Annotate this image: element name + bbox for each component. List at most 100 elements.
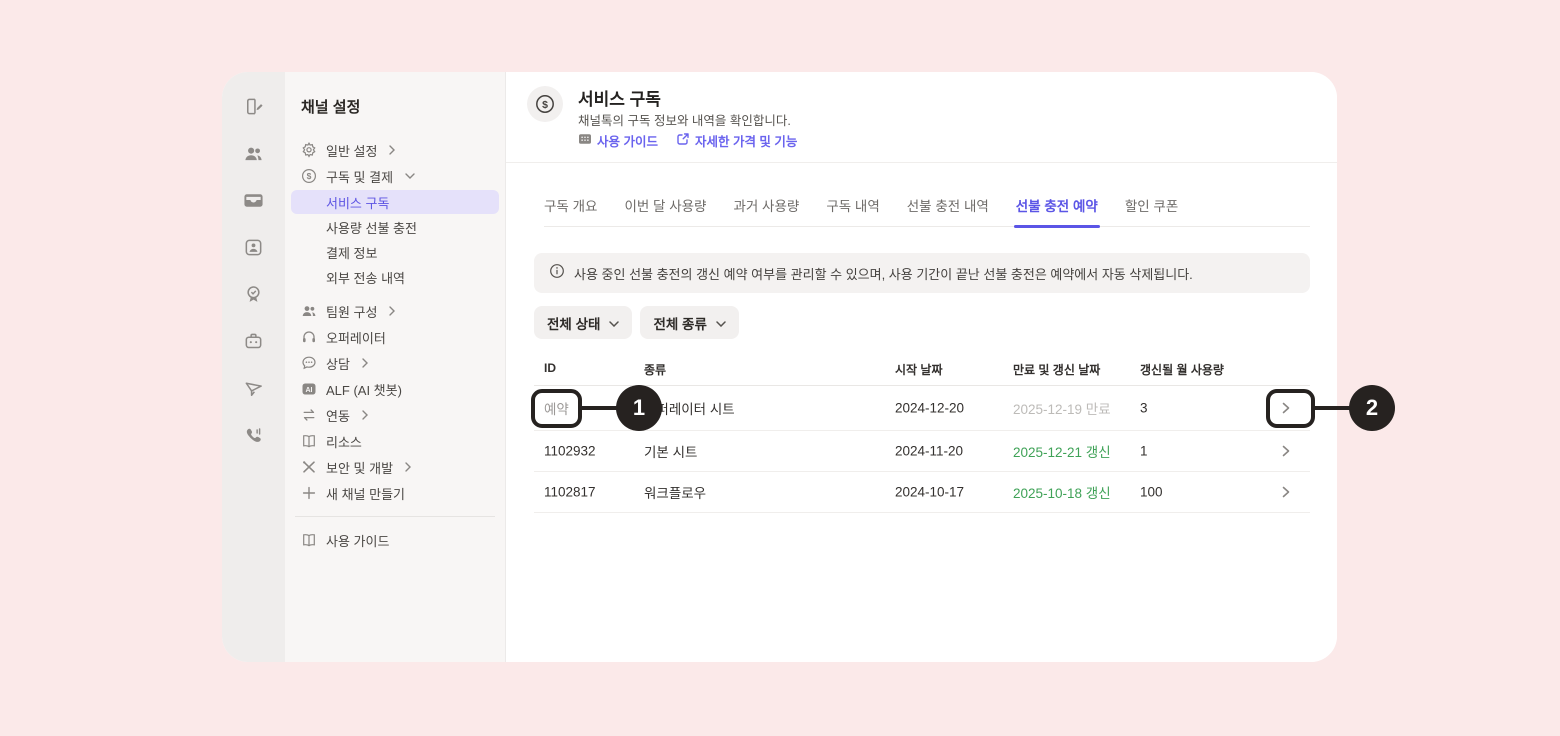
row-id: 1102817 [544, 484, 596, 500]
nav-label: 팀원 구성 [326, 304, 378, 320]
svg-text:AI: AI [306, 387, 313, 394]
phone-icon[interactable] [243, 425, 264, 446]
nav-title: 채널 설정 [301, 99, 361, 116]
row-id: 1102932 [544, 443, 596, 459]
chevron-right-icon [362, 358, 368, 368]
nav-label: 연동 [326, 408, 350, 424]
nav-item-service-subscription[interactable]: 서비스 구독 [291, 190, 499, 214]
nav-item-integrations[interactable]: 연동 [291, 402, 499, 428]
nav-label: 구독 및 결제 [326, 169, 394, 185]
nav-label: 사용 가이드 [326, 533, 390, 549]
nav-item-subscription-billing[interactable]: $ 구독 및 결제 [291, 163, 499, 189]
svg-text:$: $ [307, 171, 312, 181]
col-monthly-usage: 갱신될 월 사용량 [1140, 363, 1224, 377]
badge-check-icon[interactable] [243, 284, 264, 305]
book-icon [301, 532, 317, 548]
filter-label: 전체 상태 [547, 316, 601, 332]
pricing-features-link[interactable]: 자세한 가격 및 기능 [676, 131, 797, 150]
icon-rail [222, 72, 285, 662]
inbox-icon[interactable] [243, 190, 264, 211]
nav-item-chat[interactable]: 상담 [291, 350, 499, 376]
col-renewal-date: 만료 및 갱신 날짜 [1013, 363, 1101, 377]
app-window: 채널 설정 일반 설정 $ 구독 및 결제 서비스 구독 사용량 선불 충전 결… [222, 72, 1337, 662]
channel-settings-icon[interactable] [243, 96, 264, 117]
plus-icon [301, 485, 317, 501]
link-label: 자세한 가격 및 기능 [694, 135, 798, 149]
tab-subscription-overview[interactable]: 구독 개요 [544, 199, 598, 214]
nav-label: 일반 설정 [326, 143, 378, 159]
guide-icon [578, 132, 592, 149]
info-banner: 사용 중인 선불 충전의 갱신 예약 여부를 관리할 수 있으며, 사용 기간이… [534, 253, 1310, 293]
nav-label: 새 채널 만들기 [326, 486, 405, 502]
tab-prepaid-reservation[interactable]: 선불 충전 예약 [1013, 184, 1100, 228]
nav-item-security-dev[interactable]: 보안 및 개발 [291, 454, 499, 480]
annotation-number: 1 [632, 395, 646, 420]
table-row[interactable]: 예약 오퍼레이터 시트 2024-12-20 2025-12-19 만료 3 [534, 386, 1310, 431]
nav-item-general-settings[interactable]: 일반 설정 [291, 137, 499, 163]
nav-label: 오퍼레이터 [326, 330, 386, 346]
subscription-dollar-icon: $ [527, 86, 563, 122]
table-row[interactable]: 1102817 워크플로우 2024-10-17 2025-10-18 갱신 1… [534, 472, 1310, 513]
table-row[interactable]: 1102932 기본 시트 2024-11-20 2025-12-21 갱신 1 [534, 431, 1310, 472]
row-type: 워크플로우 [644, 486, 707, 501]
nav-label: 결제 정보 [326, 245, 378, 261]
nav-label: 서비스 구독 [326, 195, 390, 211]
nav-label: 사용량 선불 충전 [326, 220, 417, 236]
link-label: 사용 가이드 [597, 135, 658, 149]
table-header-row: ID 종류 시작 날짜 만료 및 갱신 날짜 갱신될 월 사용량 [534, 355, 1310, 386]
row-start-date: 2024-10-17 [895, 484, 965, 500]
tab-discount-coupon[interactable]: 할인 쿠폰 [1124, 199, 1179, 214]
nav-item-new-channel[interactable]: 새 채널 만들기 [291, 480, 499, 506]
paper-plane-icon[interactable] [243, 378, 264, 399]
status-filter-dropdown[interactable]: 전체 상태 [534, 306, 633, 339]
tab-prepaid-history[interactable]: 선불 충전 내역 [906, 199, 989, 214]
nav-item-team-members[interactable]: 팀원 구성 [291, 298, 499, 324]
settings-nav: 채널 설정 일반 설정 $ 구독 및 결제 서비스 구독 사용량 선불 충전 결… [285, 72, 506, 662]
nav-item-resources[interactable]: 리소스 [291, 428, 499, 454]
row-chevron-button[interactable] [1276, 482, 1296, 502]
nav-item-usage-prepaid[interactable]: 사용량 선불 충전 [291, 215, 499, 239]
row-usage: 100 [1140, 484, 1163, 500]
svg-text:$: $ [542, 99, 548, 111]
col-type: 종류 [644, 363, 667, 377]
chevron-right-icon [389, 306, 396, 316]
chevron-right-icon [389, 145, 396, 155]
annotation-line-2 [1313, 406, 1351, 410]
usage-guide-link[interactable]: 사용 가이드 [578, 131, 658, 150]
annotation-box-2 [1266, 389, 1315, 428]
row-renewal-date: 2025-12-21 갱신 [1013, 445, 1111, 460]
row-start-date: 2024-12-20 [895, 400, 965, 416]
row-usage: 1 [1140, 443, 1148, 459]
chevron-down-icon [405, 173, 415, 179]
nav-label: 리소스 [326, 434, 362, 450]
main-content: $ 서비스 구독 채널톡의 구독 정보와 내역을 확인합니다. 사용 가이드 자… [506, 72, 1337, 662]
row-type: 오퍼레이터 시트 [644, 402, 735, 417]
tab-subscription-history[interactable]: 구독 내역 [826, 199, 880, 214]
team-icon[interactable] [243, 143, 264, 164]
annotation-line-1 [580, 406, 618, 410]
annotation-circle-1: 1 [616, 385, 662, 431]
tools-icon [301, 459, 317, 475]
nav-item-external-transfer[interactable]: 외부 전송 내역 [291, 265, 499, 289]
nav-item-operator[interactable]: 오퍼레이터 [291, 324, 499, 350]
nav-item-user-guide[interactable]: 사용 가이드 [291, 527, 499, 553]
nav-item-alf-ai-chatbot[interactable]: AI ALF (AI 챗봇) [291, 376, 499, 402]
bot-icon[interactable] [243, 331, 264, 352]
headset-icon [301, 329, 317, 345]
row-chevron-button[interactable] [1276, 441, 1296, 461]
tab-current-month-usage[interactable]: 이번 달 사용량 [624, 199, 707, 214]
nav-item-payment-info[interactable]: 결제 정보 [291, 240, 499, 264]
row-renewal-date: 2025-12-19 만료 [1013, 402, 1111, 417]
type-filter-dropdown[interactable]: 전체 종류 [640, 306, 739, 339]
col-id: ID [544, 361, 556, 375]
contacts-icon[interactable] [243, 237, 264, 258]
nav-divider [295, 516, 495, 517]
dollar-circle-icon: $ [301, 168, 317, 184]
filter-label: 전체 종류 [653, 316, 707, 332]
row-chevron-button[interactable] [1276, 398, 1296, 418]
tab-past-usage[interactable]: 과거 사용량 [733, 199, 800, 214]
col-start-date: 시작 날짜 [895, 363, 943, 377]
nav-label: 보안 및 개발 [326, 460, 394, 476]
tab-bar: 구독 개요 이번 달 사용량 과거 사용량 구독 내역 선불 충전 내역 선불 … [544, 184, 1310, 228]
